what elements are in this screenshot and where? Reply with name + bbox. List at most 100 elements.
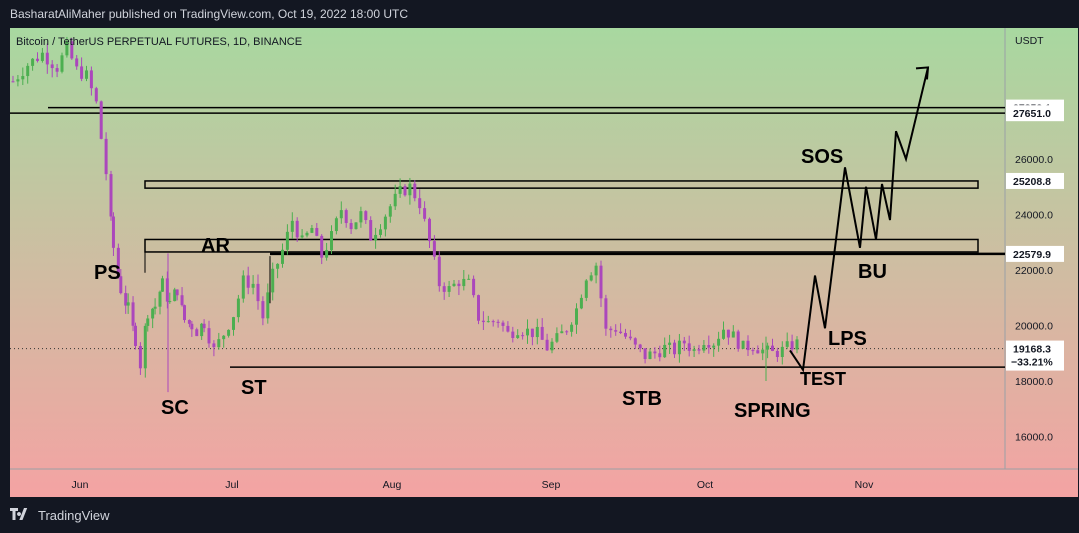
candle-body: [712, 345, 716, 348]
candle-body: [633, 338, 637, 345]
candle-body: [369, 220, 373, 241]
candle-body: [173, 289, 177, 302]
candle-body: [165, 278, 169, 302]
candle-body: [300, 235, 304, 238]
label-lps: LPS: [828, 328, 867, 350]
candle-body: [31, 58, 35, 66]
candle-body: [467, 278, 471, 280]
candle-body: [658, 353, 662, 358]
candle-body: [330, 231, 333, 251]
candle-body: [589, 275, 593, 281]
candle-body: [158, 291, 162, 307]
chart-background: [10, 28, 1078, 497]
candle-body: [217, 339, 221, 348]
label-sc: SC: [161, 397, 189, 419]
candle-body: [771, 345, 774, 351]
candle-body: [383, 216, 387, 230]
candle-body: [99, 101, 103, 139]
footer: TradingView: [0, 497, 1079, 533]
candle-body: [501, 322, 505, 326]
candle-body: [310, 227, 314, 233]
candle-body: [736, 331, 740, 349]
candle-body: [70, 41, 74, 59]
candle-body: [702, 345, 706, 351]
candle-body: [168, 301, 172, 303]
candle-body: [398, 186, 402, 194]
candle-body: [530, 328, 534, 338]
x-tick-label: Jul: [225, 479, 238, 491]
candle-body: [246, 275, 250, 288]
x-tick-label: Sep: [542, 479, 561, 491]
candle-body: [707, 345, 711, 348]
candle-body: [722, 329, 725, 339]
candle-body: [432, 241, 436, 257]
x-tick-label: Oct: [697, 479, 713, 491]
candle-body: [251, 283, 255, 288]
candle-body: [780, 346, 784, 357]
label-stb: STB: [622, 388, 662, 410]
projection-path: [789, 67, 929, 373]
candle-body: [207, 328, 211, 344]
y-tick-label: 22000.0: [1015, 265, 1053, 277]
candle-body: [741, 340, 745, 349]
candle-body: [697, 349, 701, 351]
candle-body: [437, 256, 441, 287]
candle-body: [462, 278, 466, 287]
candle-body: [687, 343, 691, 351]
candle-body: [200, 323, 204, 337]
candle-body: [619, 331, 623, 333]
x-tick-label: Jun: [72, 479, 89, 491]
candle-body: [516, 335, 520, 338]
candle-body: [481, 320, 485, 323]
candle-body: [281, 249, 284, 264]
candle-body: [266, 292, 270, 319]
y-tick-label: 26000.0: [1015, 154, 1053, 166]
candle-body: [756, 350, 760, 354]
candle-body: [609, 328, 613, 331]
candle-body: [138, 345, 142, 369]
price-tag-bg: [1006, 172, 1064, 189]
candle-body: [682, 340, 686, 344]
candle-body: [89, 70, 93, 89]
candle-body: [452, 283, 456, 287]
candle-body: [442, 286, 446, 292]
candle-body: [187, 320, 191, 324]
candle-body: [428, 218, 431, 242]
symbol-title: Bitcoin / TetherUS PERPETUAL FUTURES, 1D…: [16, 36, 302, 48]
candle-body: [143, 325, 147, 369]
candle-body: [491, 321, 495, 323]
candle-body: [236, 298, 240, 318]
candle-body: [579, 297, 583, 309]
last-price-tag: 19168.3: [1013, 344, 1051, 356]
candle-body: [496, 321, 500, 323]
label-test: TEST: [800, 369, 846, 389]
candle-body: [584, 280, 588, 298]
y-tick-label: 24000.0: [1015, 210, 1053, 222]
candle-body: [731, 331, 735, 338]
candle-body: [511, 331, 515, 338]
candle-body: [21, 76, 25, 80]
candle-body: [599, 265, 603, 299]
candle-body: [256, 283, 260, 302]
price-tag: 25208.8: [1013, 176, 1051, 188]
candle-body: [628, 336, 632, 339]
candle-body: [153, 306, 157, 309]
candle-body: [359, 211, 363, 223]
candle-body: [614, 330, 618, 332]
candle-body: [521, 335, 525, 337]
candle-body: [276, 263, 280, 269]
price-chart[interactable]: 16000.0 18000.0 20000.0 22000.0 24000.0 26000…: [0, 28, 1079, 497]
candle-body: [334, 218, 338, 232]
candle-body: [668, 342, 672, 345]
candle-body: [45, 52, 49, 65]
price-tag-bg: [1006, 245, 1064, 262]
candle-body: [751, 350, 755, 352]
candle-body: [111, 216, 115, 248]
candle-body: [202, 323, 206, 329]
candle-body: [570, 324, 574, 332]
projection-arrowhead: [915, 66, 930, 80]
candle-body: [320, 235, 324, 258]
candle-body: [344, 210, 348, 224]
candle-body: [36, 58, 39, 61]
candle-body: [560, 331, 564, 334]
